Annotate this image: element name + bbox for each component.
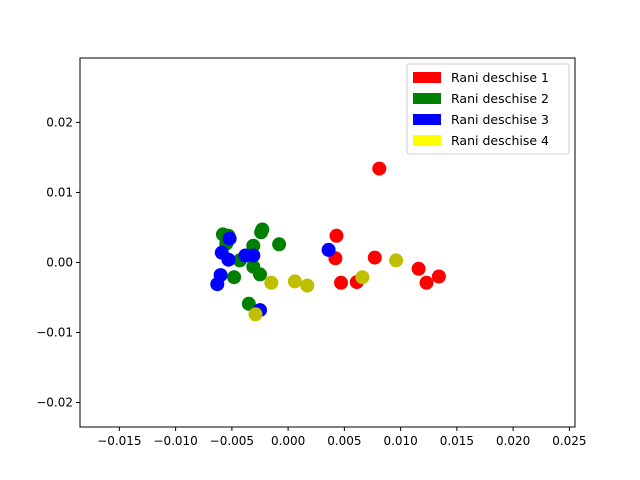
series-3-point-5	[246, 248, 261, 263]
series-4-point-1	[264, 275, 279, 290]
series-4-point-2	[287, 274, 302, 289]
series-2-point-12	[241, 296, 256, 311]
legend: Rani deschise 1 Rani deschise 2 Rani desch…	[406, 63, 570, 155]
legend-label-1: Rani deschise 1	[451, 70, 549, 85]
series-2-point-10	[253, 267, 267, 282]
series-1-point-1	[372, 161, 387, 176]
x-tick-label: −0.005	[210, 434, 254, 448]
legend-swatch-2	[413, 93, 441, 104]
y-tick-label: 0.01	[46, 185, 73, 199]
legend-swatch-4	[413, 135, 441, 146]
x-tick-label: 0.000	[271, 434, 305, 448]
series-2-point-11	[227, 270, 242, 285]
series-2-point-4	[255, 222, 270, 237]
x-tick-label: −0.015	[97, 434, 141, 448]
series-4-point-3	[300, 278, 315, 293]
x-tick-label: 0.005	[327, 434, 361, 448]
legend-swatch-1	[413, 72, 441, 83]
plot-area-frame	[79, 57, 576, 428]
series-1-point-9	[431, 269, 446, 284]
series-3-point-3	[221, 252, 236, 267]
series-2-point-6	[272, 237, 287, 252]
legend-label-4: Rani deschise 4	[451, 133, 549, 148]
series-2-point-5	[246, 238, 261, 253]
legend-swatch-3	[413, 114, 441, 125]
series-4-point-6	[248, 307, 263, 322]
y-tick-label: −0.01	[36, 325, 73, 339]
data-points	[210, 161, 446, 322]
series-3-point-1	[222, 231, 237, 246]
series-1-point-2	[329, 228, 344, 243]
series-4-point-5	[389, 253, 404, 268]
legend-frame	[406, 63, 570, 155]
y-tick-label: 0.02	[46, 115, 73, 129]
x-tick-label: 0.015	[440, 434, 474, 448]
series-1-point-5	[334, 275, 348, 290]
series-3-point-8	[321, 242, 336, 257]
legend-label-2: Rani deschise 2	[451, 91, 549, 106]
axis-ticks: −0.015 −0.010 −0.005 0.000 0.005 0.010 0.015 0.…	[36, 115, 586, 448]
series-1-point-4	[367, 250, 382, 265]
x-tick-label: 0.010	[383, 434, 417, 448]
y-tick-label: −0.02	[36, 395, 73, 409]
legend-label-3: Rani deschise 3	[451, 112, 549, 127]
series-1-point-7	[411, 261, 426, 276]
series-1-point-8	[419, 275, 434, 290]
x-tick-label: 0.020	[496, 434, 530, 448]
y-tick-label: 0.00	[46, 255, 73, 269]
series-3-point-7	[210, 277, 225, 292]
series-4-point-4	[355, 270, 370, 285]
x-tick-label: 0.025	[552, 434, 586, 448]
x-tick-label: −0.010	[153, 434, 197, 448]
